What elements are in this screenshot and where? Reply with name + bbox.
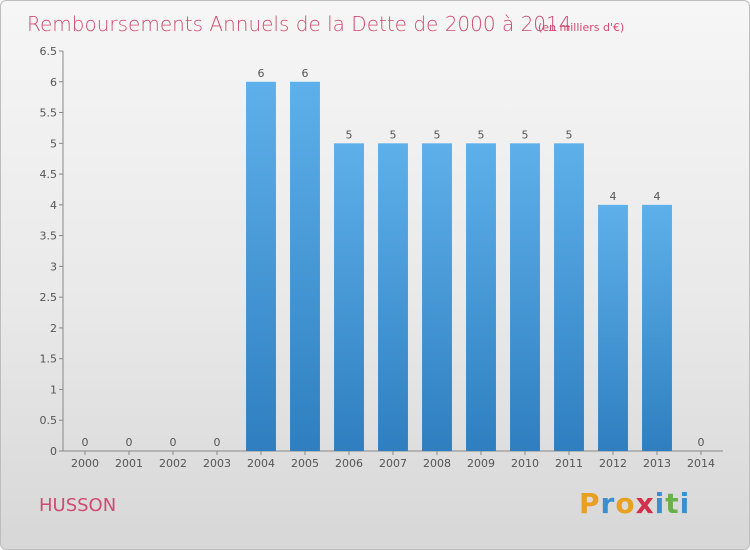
bar (598, 204, 628, 451)
axes: 0 0.5 1 1.5 2 2.5 3 3.5 4 4.5 5 5.5 6 6.5 2000 2001 2002… (40, 45, 723, 470)
x-tick-label: 2001 (115, 457, 143, 470)
data-label: 0 (170, 436, 177, 449)
brand-letter: o (615, 487, 636, 520)
y-tick-label: 6.5 (40, 45, 58, 58)
x-tick-label: 2000 (71, 457, 99, 470)
y-tick-label: 1 (50, 383, 57, 396)
data-label: 0 (126, 436, 133, 449)
data-label: 0 (214, 436, 221, 449)
brand-letter: P (579, 487, 601, 520)
data-label: 6 (258, 67, 265, 80)
bar (554, 143, 584, 452)
data-label: 5 (390, 128, 397, 141)
bar (466, 143, 496, 452)
x-tick-label: 2011 (555, 457, 583, 470)
x-tick-label: 2012 (599, 457, 627, 470)
data-label: 4 (654, 190, 661, 203)
data-label: 5 (566, 128, 573, 141)
y-tick-label: 3 (50, 260, 57, 273)
chart-title: Remboursements Annuels de la Dette de 20… (27, 12, 571, 36)
bar (246, 81, 276, 452)
bar (378, 143, 408, 452)
data-label: 6 (302, 67, 309, 80)
data-label: 5 (522, 128, 529, 141)
y-tick-label: 5.5 (40, 107, 58, 120)
y-tick-label: 2.5 (40, 291, 58, 304)
bar (642, 204, 672, 451)
brand-letter: r (600, 487, 616, 520)
bars-group: 0 0 0 0 6 6 5 5 5 5 5 5 4 4 0 (82, 67, 705, 452)
chart-subtitle: (en milliers d'€) (538, 21, 624, 34)
brand-letter: t (665, 487, 680, 520)
bar (290, 81, 320, 452)
x-tick-label: 2005 (291, 457, 319, 470)
x-tick-label: 2007 (379, 457, 407, 470)
y-tick-label: 1.5 (40, 353, 58, 366)
data-label: 5 (434, 128, 441, 141)
x-tick-label: 2013 (643, 457, 671, 470)
y-tick-label: 3.5 (40, 230, 58, 243)
x-tick-label: 2010 (511, 457, 539, 470)
y-tick-label: 5 (50, 137, 57, 150)
y-tick-label: 4.5 (40, 168, 58, 181)
y-tick-label: 4 (50, 199, 57, 212)
x-tick-label: 2003 (203, 457, 231, 470)
data-label: 5 (478, 128, 485, 141)
brand-letter: i (679, 487, 691, 520)
y-tick-label: 0.5 (40, 414, 58, 427)
x-tick-label: 2008 (423, 457, 451, 470)
x-tick-label: 2004 (247, 457, 275, 470)
y-tick-label: 0 (50, 445, 57, 458)
bar (334, 143, 364, 452)
x-tick-label: 2009 (467, 457, 495, 470)
brand-logo: Proxiti (579, 487, 690, 520)
data-label: 5 (346, 128, 353, 141)
x-tick-label: 2006 (335, 457, 363, 470)
y-tick-label: 2 (50, 322, 57, 335)
y-tick-label: 6 (50, 76, 57, 89)
data-label: 0 (82, 436, 89, 449)
data-label: 0 (698, 436, 705, 449)
x-tick-label: 2002 (159, 457, 187, 470)
bar (510, 143, 540, 452)
commune-name: HUSSON (39, 495, 117, 516)
data-label: 4 (610, 190, 617, 203)
brand-letter: x (635, 487, 655, 520)
x-tick-label: 2014 (687, 457, 715, 470)
brand-letter: i (654, 487, 666, 520)
bar (422, 143, 452, 452)
